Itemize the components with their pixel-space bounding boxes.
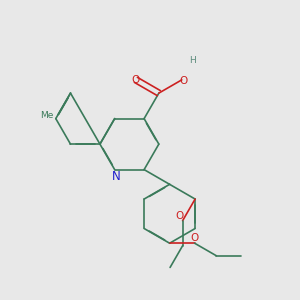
Text: N: N <box>112 170 121 184</box>
Text: O: O <box>179 76 188 86</box>
Text: O: O <box>176 211 184 221</box>
Text: H: H <box>189 56 196 65</box>
Text: O: O <box>132 75 140 85</box>
Text: Me: Me <box>40 111 54 120</box>
Text: O: O <box>190 233 199 243</box>
